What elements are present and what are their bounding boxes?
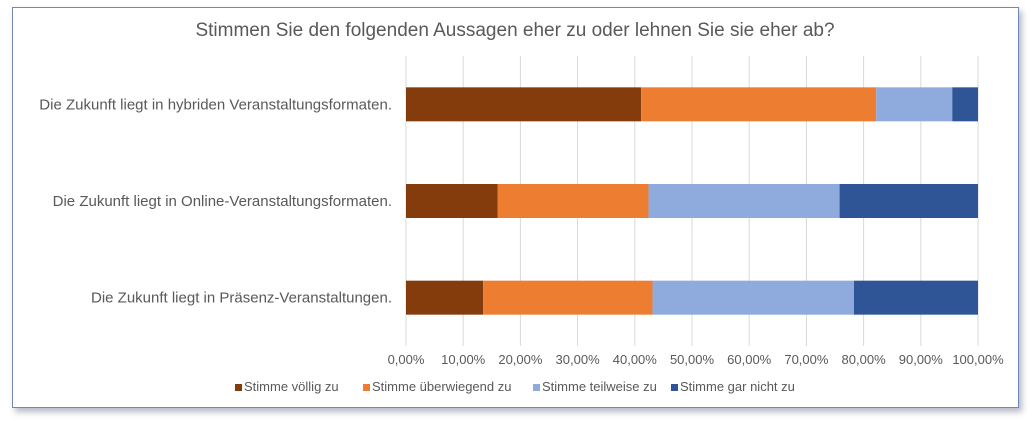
category-label: Die Zukunft liegt in Präsenz-Veranstaltu… [91,290,392,307]
x-tick-label: 60,00% [727,352,772,367]
category-label: Die Zukunft liegt in Online-Veranstaltun… [53,193,392,210]
legend-label: Stimme überwiegend zu [372,379,511,394]
bar-segment [876,87,953,122]
legend-swatch [363,384,370,391]
chart-title: Stimmen Sie den folgenden Aussagen eher … [195,20,834,41]
bar-segment [853,280,978,315]
x-tick-label: 50,00% [670,352,715,367]
legend-swatch [235,384,242,391]
legend-label: Stimme teilweise zu [542,379,657,394]
legend-label: Stimme völlig zu [244,379,339,394]
bar-segment [406,87,642,122]
x-axis-ticks: 0,00% 10,00% 20,00% 30,00% 40,00% 50,00% 60,00… [388,352,1005,367]
x-tick-label: 20,00% [498,352,543,367]
bar-segment [641,87,877,122]
legend-label: Stimme gar nicht zu [680,379,795,394]
category-label: Die Zukunft liegt in hybriden Veranstalt… [39,96,392,113]
bars [406,87,978,315]
bar-segment [406,280,484,315]
x-tick-label: 80,00% [842,352,887,367]
bar-segment [652,280,854,315]
bar-segment [952,87,978,122]
x-tick-label: 100,00% [952,352,1004,367]
legend-swatch [533,384,540,391]
bar-segment [483,280,653,315]
bar-segment [406,184,498,218]
bar-segment [497,184,649,218]
bar-segment [839,184,978,218]
x-tick-label: 70,00% [784,352,829,367]
x-tick-label: 40,00% [613,352,658,367]
legend: Stimme völlig zu Stimme überwiegend zu Sti… [235,379,795,394]
x-tick-label: 90,00% [899,352,944,367]
x-tick-label: 0,00% [388,352,425,367]
category-labels: Die Zukunft liegt in hybriden Veranstalt… [39,96,392,306]
x-tick-label: 30,00% [556,352,601,367]
legend-swatch [671,384,678,391]
bar-segment [648,184,840,218]
x-tick-label: 10,00% [441,352,486,367]
